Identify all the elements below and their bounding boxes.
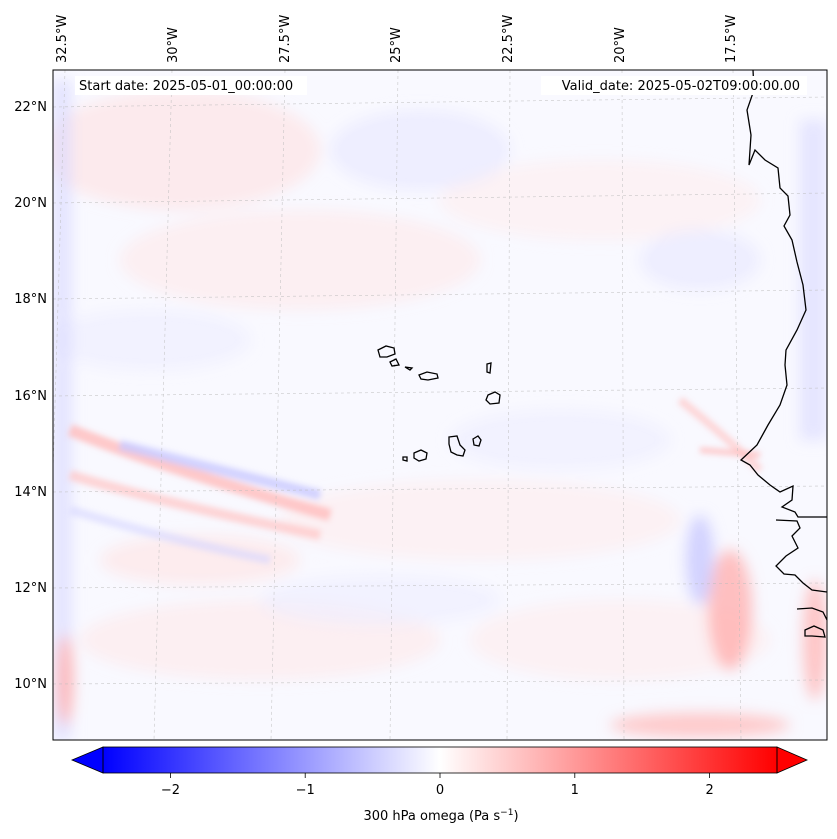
longitude-labels: 32.5°W 30°W 27.5°W 25°W 22.5°W 20°W 17.5… <box>55 15 739 63</box>
colorbar-min-extend <box>70 746 104 774</box>
lat-label-22n: 22°N <box>14 100 47 115</box>
colorbar-title-sup: −1 <box>500 808 513 818</box>
coastlines <box>377 70 827 638</box>
graticule <box>53 70 827 740</box>
colorbar-ticks: −2 −1 0 1 2 <box>161 773 714 798</box>
lon-label-22-5w: 22.5°W <box>501 15 516 63</box>
lat-label-12n: 12°N <box>14 581 47 596</box>
map-frame <box>52 69 828 741</box>
omega-field <box>53 80 827 740</box>
colorbar-tick-label: 0 <box>436 783 444 798</box>
lat-label-16n: 16°N <box>14 389 47 404</box>
latitude-labels: 22°N 20°N 18°N 16°N 14°N 12°N 10°N <box>14 100 47 692</box>
colorbar-max-extend <box>776 746 809 774</box>
colorbar: −2 −1 0 1 2 300 hPa omega (Pa s−1) <box>70 746 809 824</box>
lon-label-25w: 25°W <box>389 27 404 63</box>
map-panel: Start date: 2025-05-01_00:00:00 Valid_da… <box>52 69 828 741</box>
colorbar-tick-label: −1 <box>296 783 315 798</box>
colorbar-title: 300 hPa omega (Pa s−1) <box>363 808 518 824</box>
lat-label-14n: 14°N <box>14 485 47 500</box>
lat-label-18n: 18°N <box>14 292 47 307</box>
colorbar-title-main: 300 hPa omega (Pa s <box>363 809 500 824</box>
start-date-label: Start date: 2025-05-01_00:00:00 <box>79 79 293 94</box>
colorbar-title-close: ) <box>513 809 518 824</box>
colorbar-tick-label: −2 <box>161 783 180 798</box>
valid-date-box: Valid_date: 2025-05-02T09:00:00.00 <box>541 76 807 95</box>
valid-date-label: Valid_date: 2025-05-02T09:00:00.00 <box>562 79 800 94</box>
colorbar-tick-label: 2 <box>705 783 713 798</box>
colorbar-gradient <box>103 747 777 773</box>
lon-label-30w: 30°W <box>166 27 181 63</box>
lat-label-20n: 20°N <box>14 196 47 211</box>
lon-label-27-5w: 27.5°W <box>278 15 293 63</box>
lon-label-20w: 20°W <box>613 27 628 63</box>
colorbar-tick-label: 1 <box>571 783 579 798</box>
lat-label-10n: 10°N <box>14 677 47 692</box>
lon-label-32-5w: 32.5°W <box>55 15 70 63</box>
start-date-box: Start date: 2025-05-01_00:00:00 <box>75 76 307 95</box>
lon-label-17-5w: 17.5°W <box>724 15 739 63</box>
